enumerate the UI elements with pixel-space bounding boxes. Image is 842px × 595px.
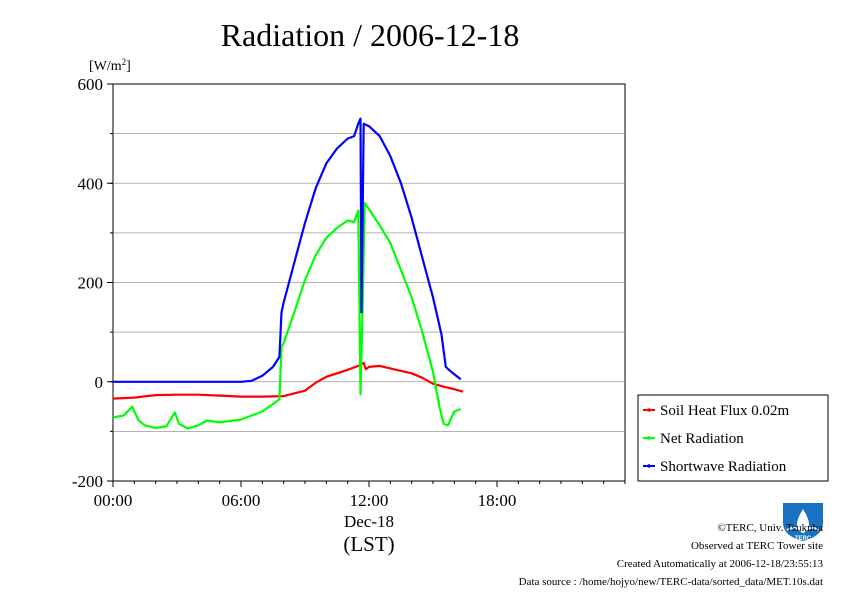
x-tick-label: 12:00	[350, 491, 389, 510]
legend-marker	[647, 464, 651, 468]
credit-source: Data source : /home/hojyo/new/TERC-data/…	[519, 576, 823, 588]
credit-observed: Observed at TERC Tower site	[691, 540, 823, 552]
legend-marker	[647, 408, 651, 412]
legend-label: Shortwave Radiation	[660, 459, 787, 475]
logo-drop-icon	[797, 509, 809, 530]
x-tick-label: 00:00	[94, 491, 133, 510]
chart-title: Radiation / 2006-12-18	[221, 17, 520, 53]
legend-label: Net Radiation	[660, 431, 744, 447]
terc-logo: TERC	[783, 503, 823, 542]
credit-copyright: ©TERC, Univ. Tsukuba	[717, 522, 823, 534]
y-axis-label: [W/m2]	[89, 57, 131, 74]
y-tick-label: 400	[78, 174, 104, 193]
y-tick-label: -200	[72, 472, 103, 491]
series-lines	[112, 117, 464, 430]
x-tick-label: 06:00	[222, 491, 261, 510]
x-axis-unit-label: (LST)	[343, 532, 394, 556]
axis-ticks: -200 0 200 400 600 00:00 06:00 12:00 18:00	[72, 75, 626, 510]
legend-box	[637, 394, 829, 482]
x-axis-date-label: Dec-18	[344, 512, 394, 531]
y-tick-label: 600	[78, 75, 104, 94]
credits: ©TERC, Univ. Tsukuba Observed at TERC To…	[519, 522, 824, 588]
legend-label: Soil Heat Flux 0.02m	[660, 403, 790, 419]
series-line	[112, 361, 464, 400]
y-tick-label: 200	[78, 274, 104, 293]
x-tick-label: 18:00	[478, 491, 517, 510]
legend: Soil Heat Flux 0.02m Net Radiation Shortwa…	[637, 394, 829, 482]
series-line	[113, 117, 462, 383]
y-tick-label: 0	[95, 373, 104, 392]
legend-marker	[647, 436, 651, 440]
credit-created: Created Automatically at 2006-12-18/23:5…	[617, 558, 824, 570]
logo-text: TERC	[795, 536, 812, 542]
series-line	[112, 202, 462, 430]
